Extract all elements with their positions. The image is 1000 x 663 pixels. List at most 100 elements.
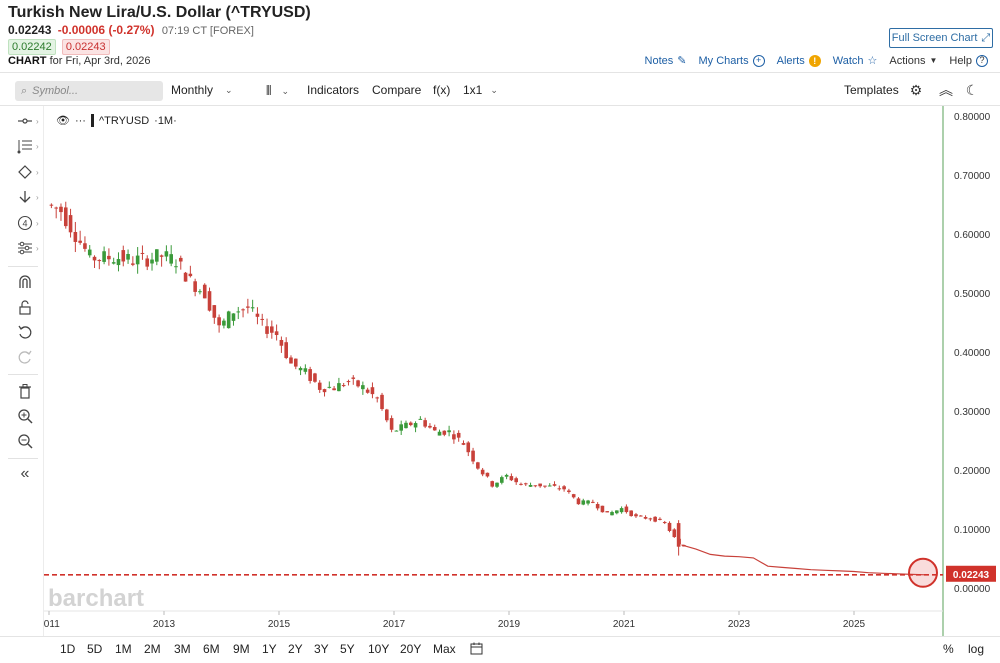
magnet-icon[interactable] <box>14 272 36 292</box>
candle-body <box>653 516 657 522</box>
arrow-tool-icon[interactable]: › <box>14 187 39 207</box>
candle-body <box>437 431 442 436</box>
range-9m[interactable]: 9M <box>233 642 250 656</box>
range-5y[interactable]: 5Y <box>340 642 355 656</box>
candle-body <box>423 420 427 427</box>
range-20y[interactable]: 20Y <box>400 642 422 656</box>
last-price-marker <box>908 557 938 588</box>
layout-dropdown[interactable]: 1x1 ⌄ <box>463 83 498 97</box>
actions-menu[interactable]: Actions ▼ <box>889 55 937 67</box>
x-tick-label: 2013 <box>153 619 176 630</box>
candle-body <box>662 522 667 524</box>
candle-body <box>586 500 590 504</box>
range-5d[interactable]: 5D <box>87 642 103 656</box>
crosshair-tool-icon[interactable]: › <box>14 111 39 131</box>
calendar-icon[interactable] <box>470 642 483 658</box>
alert-icon: ! <box>808 54 821 67</box>
collapse-icon[interactable]: « <box>20 465 30 482</box>
range-3m[interactable]: 3M <box>174 642 191 656</box>
candle-body <box>576 498 581 505</box>
templates-button[interactable]: Templates <box>844 83 899 97</box>
zoom-in-icon[interactable] <box>14 406 36 426</box>
range-max[interactable]: Max <box>433 642 456 656</box>
candle-body <box>495 482 499 487</box>
candle-body <box>509 476 514 481</box>
redo-icon[interactable] <box>14 347 36 367</box>
interval-label: Monthly <box>171 83 214 97</box>
fx-button[interactable]: f(x) <box>433 83 451 97</box>
range-2y[interactable]: 2Y <box>288 642 303 656</box>
candle-body <box>332 388 336 391</box>
chart-type-dropdown[interactable]: ⫴ ⌄ <box>266 83 289 99</box>
candle-body <box>600 505 605 513</box>
candle-body <box>327 386 332 388</box>
compare-button[interactable]: Compare <box>372 83 422 97</box>
candle-body <box>519 483 523 485</box>
y-tick-label: 0.10000 <box>954 525 991 536</box>
candle-body <box>202 284 207 299</box>
range-2m[interactable]: 2M <box>144 642 161 656</box>
range-3y[interactable]: 3Y <box>314 642 329 656</box>
indicators-button[interactable]: Indicators <box>307 83 360 97</box>
candle-body <box>634 514 638 517</box>
candle-body <box>533 485 538 487</box>
symbol-search-input[interactable]: ⌕ Symbol... <box>15 81 163 101</box>
range-1y[interactable]: 1Y <box>262 642 277 656</box>
shape-tool-icon[interactable]: › <box>14 162 39 182</box>
candle-body <box>466 442 471 453</box>
candle-body <box>605 511 610 513</box>
unlock-icon[interactable] <box>14 297 36 317</box>
gear-icon[interactable]: ⚙ <box>909 81 923 98</box>
collapse-up-icon[interactable]: ︽ <box>939 82 953 98</box>
range-1d[interactable]: 1D <box>60 642 76 656</box>
candle-body <box>418 418 423 420</box>
candle-body <box>183 272 188 282</box>
legend-menu-dots[interactable]: ··· <box>74 114 86 127</box>
range-6m[interactable]: 6M <box>203 642 220 656</box>
candle-body <box>447 430 451 433</box>
range-10y[interactable]: 10Y <box>368 642 390 656</box>
counter-tool-icon[interactable]: 4 › <box>14 213 39 233</box>
candle-body <box>514 478 518 483</box>
candle-body <box>676 523 681 547</box>
candle-body <box>370 387 375 395</box>
candle-body <box>615 510 619 514</box>
pattern-tool-icon[interactable]: › <box>14 238 39 258</box>
range-1m[interactable]: 1M <box>115 642 132 656</box>
price-chart[interactable]: barchart 0.00000 0.10000 0.20000 0.30000 0.4… <box>44 106 1000 636</box>
ask-price: 0.02243 <box>61 39 110 55</box>
candle-body <box>279 339 284 346</box>
eye-icon[interactable]: 👁 <box>56 115 70 127</box>
candle-body <box>322 389 327 393</box>
log-toggle[interactable]: log <box>968 642 985 656</box>
candle-body <box>293 358 298 367</box>
candle-body <box>581 500 586 505</box>
full-screen-chart-button[interactable]: Full Screen Chart ⤢ <box>889 28 993 48</box>
line-tool-icon[interactable]: › <box>14 136 39 156</box>
interval-dropdown[interactable]: Monthly ⌄ <box>171 83 233 97</box>
zoom-out-icon[interactable] <box>14 431 36 451</box>
my-charts-link[interactable]: My Charts + <box>698 54 765 67</box>
candle-body <box>461 443 466 445</box>
chart-date: for Fri, Apr 3rd, 2026 <box>49 55 151 67</box>
candle-body <box>638 515 643 517</box>
last-price: 0.02243 <box>8 23 52 37</box>
bid-ask: 0.02242 0.02243 <box>8 39 113 55</box>
alerts-link[interactable]: Alerts ! <box>777 54 821 67</box>
candle-body <box>658 518 662 520</box>
help-label: Help <box>949 54 972 67</box>
candle-body <box>131 263 135 265</box>
trash-icon[interactable] <box>14 381 36 401</box>
dark-mode-icon[interactable]: ☾ <box>965 81 979 98</box>
toolbar-divider <box>8 374 38 375</box>
notes-link[interactable]: Notes ✎ <box>644 54 687 68</box>
candle-body <box>265 326 269 334</box>
undo-icon[interactable] <box>14 322 36 342</box>
candle-body <box>432 427 437 431</box>
percent-toggle[interactable]: % <box>943 642 954 656</box>
candle-body <box>389 418 394 430</box>
watch-link[interactable]: Watch ☆ <box>833 54 878 68</box>
help-link[interactable]: Help ? <box>949 54 988 67</box>
candle-body <box>629 510 633 517</box>
notes-label: Notes <box>644 54 674 67</box>
